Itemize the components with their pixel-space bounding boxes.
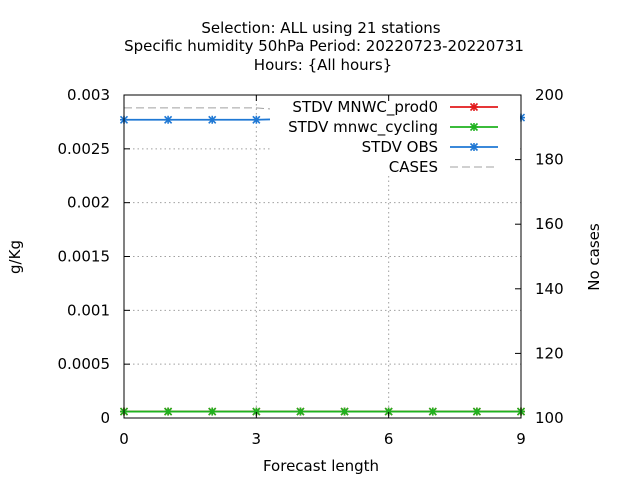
data-point [428,407,437,416]
data-point [252,115,261,124]
legend-label: STDV MNWC_prod0 [292,98,438,117]
chart-title: Selection: ALL using 21 stations Specifi… [124,19,524,74]
data-point [208,407,217,416]
y2-tick-label: 120 [535,344,564,362]
series-stdv-mnwc-cycling [119,407,526,416]
y-tick-label: 0.003 [67,86,110,104]
y2-tick-label: 140 [535,280,564,298]
y2-tick-label: 180 [535,151,564,169]
data-point [164,407,173,416]
x-tick-label: 9 [516,430,526,448]
legend-label: STDV mnwc_cycling [288,118,438,137]
y2-tick-label: 160 [535,215,564,233]
x-tick-label: 0 [119,430,129,448]
y-tick-label: 0.002 [67,194,110,212]
legend-label: STDV OBS [362,138,438,156]
title-line-1: Selection: ALL using 21 stations [201,19,440,37]
data-point [296,407,305,416]
legend-item: STDV OBS [362,138,498,156]
legend-marker [469,102,479,112]
data-point [472,407,481,416]
axis-ticks: 0 0.0005 0.001 0.0015 0.002 0.0025 0.003 100 120… [58,86,564,448]
legend-item: CASES [389,158,498,176]
data-point [208,115,217,124]
legend-item: STDV MNWC_prod0 [292,98,498,117]
x-tick-label: 6 [384,430,394,448]
title-line-2: Specific humidity 50hPa Period: 20220723… [124,37,524,55]
legend-item: STDV mnwc_cycling [288,118,498,137]
y-tick-label: 0.0005 [58,355,111,373]
title-line-3: Hours: {All hours} [254,56,392,74]
x-tick-label: 3 [252,430,262,448]
y-tick-label: 0.0015 [58,248,111,266]
y-tick-label: 0 [100,409,110,427]
y2-tick-label: 100 [535,409,564,427]
legend-marker [469,122,479,132]
y-tick-label: 0.001 [67,301,110,319]
x-axis-label: Forecast length [263,457,379,475]
y-axis-label: g/Kg [6,240,24,274]
legend-label: CASES [389,158,438,176]
data-point [164,115,173,124]
legend-background [270,97,520,175]
y-tick-label: 0.0025 [58,140,111,158]
y2-tick-label: 200 [535,86,564,104]
y2-axis-label: No cases [585,223,603,291]
legend-marker [469,142,479,152]
data-point [340,407,349,416]
